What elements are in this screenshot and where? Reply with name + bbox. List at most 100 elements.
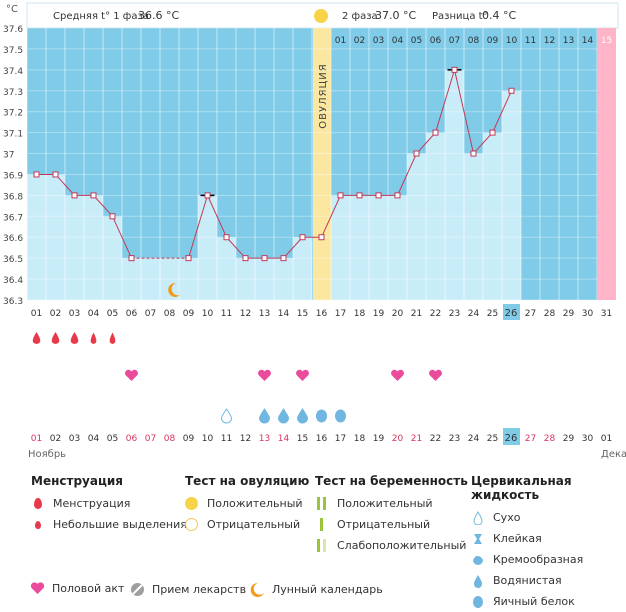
heart-icon	[30, 582, 45, 594]
x-tick-label: 28	[544, 309, 556, 319]
bottom-date-label: 25	[487, 434, 498, 444]
y-tick-label: 36.8	[3, 192, 23, 202]
temperature-bar	[255, 258, 274, 300]
cycle-day-label: 01	[335, 36, 346, 46]
temperature-bar	[331, 195, 350, 300]
legend-menstruation-title: Менструация	[31, 474, 123, 488]
temperature-bar	[217, 237, 236, 300]
cycle-day-label: 11	[525, 36, 536, 46]
legend-ovulation-test: Тест на овуляцию Положительный Отрицател…	[185, 474, 309, 535]
bottom-date-label: 14	[278, 434, 290, 444]
bottom-date-label: 27	[525, 434, 536, 444]
heart-icon	[258, 369, 271, 381]
cycle-day-label: 06	[430, 36, 442, 46]
bottom-date-label: 05	[107, 434, 118, 444]
dry-icon	[220, 408, 233, 424]
legend-cervical-title: Цервикальная жидкость	[471, 474, 572, 502]
egg-white-icon	[471, 595, 485, 609]
diff-label: Разница t°	[432, 11, 488, 22]
bottom-date-label: 09	[183, 434, 195, 444]
temperature-point	[375, 192, 382, 199]
temperature-line-segment	[207, 195, 227, 238]
pregnancy-weak-icon	[315, 538, 329, 553]
y-tick-label: 36.6	[3, 234, 23, 244]
y-tick-label: 36.3	[3, 297, 23, 307]
month-next-label: Дека	[601, 449, 626, 460]
bottom-date-label: 17	[335, 434, 346, 444]
y-tick-label: 36.4	[3, 276, 23, 286]
today-label-top: 26	[505, 308, 518, 319]
creamy-icon	[471, 553, 485, 567]
temperature-point	[413, 150, 420, 157]
x-tick-label: 13	[259, 309, 270, 319]
ovulation-sun-icon	[314, 9, 328, 23]
x-tick-label: 25	[487, 309, 498, 319]
ovulation-negative-icon	[185, 517, 199, 532]
legend-intercourse-label: Половой акт	[52, 582, 125, 595]
bottom-date-label: 11	[221, 434, 232, 444]
x-tick-label: 01	[31, 309, 42, 319]
temperature-line-segment	[112, 216, 132, 259]
bottom-date-label: 08	[164, 434, 176, 444]
y-tick-label: 37.2	[3, 109, 23, 119]
menstruation-drop-icon	[32, 332, 41, 344]
legend-pregnancy-positive: Положительный	[337, 497, 433, 510]
phase2-label: 2 фаза	[342, 11, 378, 22]
pregnancy-positive-icon	[315, 496, 329, 511]
ovulation-positive-icon	[185, 496, 199, 511]
temperature-bar	[293, 237, 312, 300]
y-tick-label: 36.9	[3, 171, 23, 181]
x-tick-label: 27	[525, 309, 536, 319]
temperature-point	[280, 255, 287, 262]
temperature-bar	[426, 132, 445, 300]
legend-intercourse: Половой акт	[30, 582, 124, 595]
legend-spotting-item: Небольшие выделения	[53, 518, 187, 531]
legend-menstruation-item: Менструация	[53, 497, 131, 510]
bottom-date-label: 06	[126, 434, 138, 444]
bottom-date-label: 12	[240, 434, 251, 444]
moon-icon	[168, 282, 180, 297]
temperature-point	[109, 213, 116, 220]
legend-dry: Сухо	[493, 511, 521, 524]
temperature-bar	[369, 195, 388, 300]
x-tick-label: 16	[316, 309, 328, 319]
y-tick-label: 37.3	[3, 88, 23, 98]
heart-icon	[296, 369, 309, 381]
temperature-line-segment	[454, 69, 474, 154]
y-tick-label: 36.5	[3, 255, 23, 265]
legend-ovulation-title: Тест на овуляцию	[185, 474, 310, 488]
cycle-day-label: 10	[506, 36, 518, 46]
cycle-day-label: 14	[582, 36, 594, 46]
x-tick-label: 15	[297, 309, 308, 319]
x-tick-label: 18	[354, 309, 366, 319]
temperature-bar	[198, 195, 217, 300]
y-tick-label: 36.7	[3, 213, 23, 223]
today-label-bottom: 26	[505, 433, 518, 444]
x-tick-label: 19	[373, 309, 385, 319]
temperature-point	[337, 192, 344, 199]
temperature-bar	[483, 132, 502, 300]
ovulation-column	[313, 28, 331, 300]
x-tick-label: 21	[411, 309, 422, 319]
x-tick-label: 06	[126, 309, 138, 319]
legend-medication: Прием лекарств	[130, 582, 246, 597]
temperature-point	[128, 255, 135, 262]
bottom-date-label: 28	[544, 434, 556, 444]
watery-icon	[277, 408, 290, 424]
cycle-day-label: 02	[354, 36, 365, 46]
bottom-date-label: 18	[354, 434, 366, 444]
temperature-point	[432, 129, 439, 136]
moon-icon	[250, 582, 264, 597]
temperature-point	[394, 192, 401, 199]
x-tick-label: 20	[392, 309, 404, 319]
cycle-day-label: 13	[563, 36, 574, 46]
temperature-point	[185, 255, 192, 262]
x-tick-label: 30	[582, 309, 594, 319]
x-tick-label: 14	[278, 309, 290, 319]
cycle-day-label: 05	[411, 36, 422, 46]
temperature-bar	[122, 258, 141, 300]
x-tick-label: 24	[468, 309, 480, 319]
temperature-line-segment	[93, 195, 113, 217]
x-tick-label: 31	[601, 309, 612, 319]
temperature-bar	[350, 195, 369, 300]
